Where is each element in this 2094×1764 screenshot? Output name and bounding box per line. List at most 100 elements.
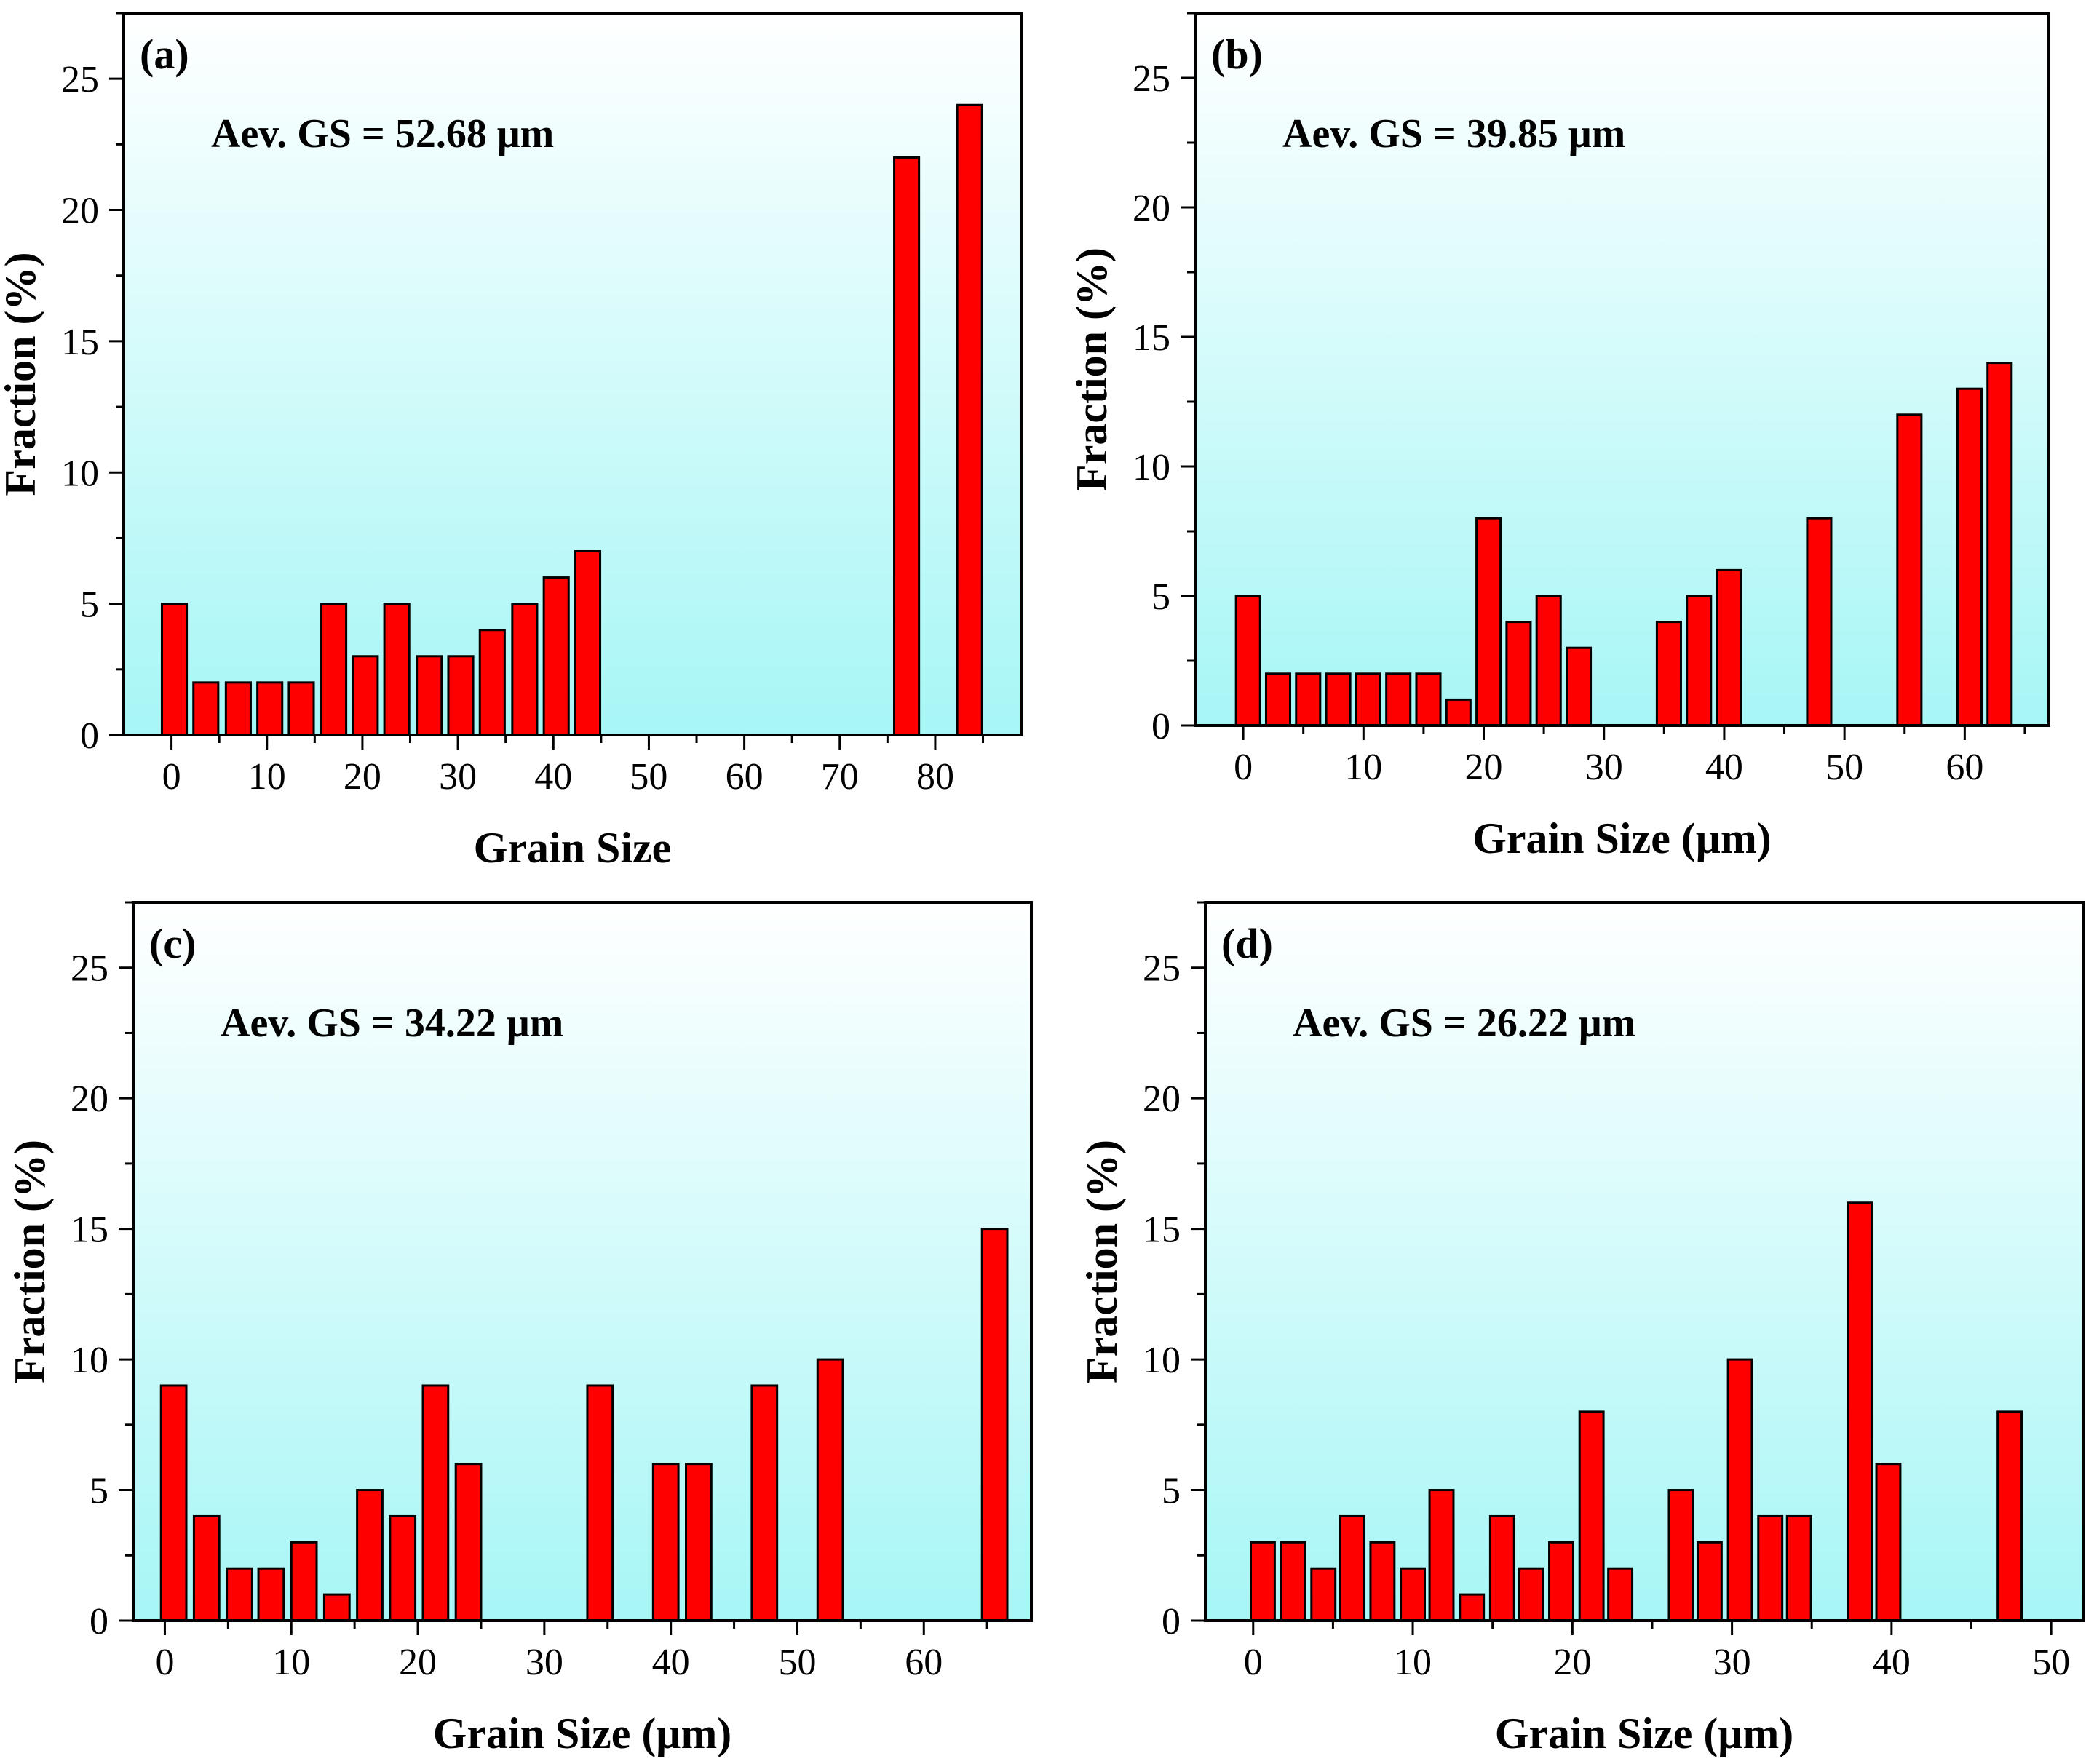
bar xyxy=(1459,1593,1486,1622)
bar xyxy=(224,681,252,736)
bar xyxy=(454,1463,483,1622)
bar xyxy=(542,576,570,736)
y-tick-label: 10 xyxy=(1133,447,1170,488)
x-tick-label: 60 xyxy=(726,756,764,798)
x-tick-label: 30 xyxy=(1585,747,1623,788)
average-grain-size-annotation: Aev. GS = 39.85 μm xyxy=(1282,111,1625,156)
bar xyxy=(1310,1567,1337,1622)
x-axis-title: Grain Size (μm) xyxy=(433,1709,732,1757)
bar xyxy=(1385,672,1412,727)
bar xyxy=(1566,646,1593,727)
bar xyxy=(290,1541,318,1622)
x-tick-label: 40 xyxy=(1705,747,1743,788)
bar xyxy=(287,681,315,736)
bar xyxy=(1726,1358,1753,1622)
bar xyxy=(980,1228,1009,1622)
bar xyxy=(1686,595,1713,727)
x-tick-label: 40 xyxy=(1873,1642,1911,1683)
y-axis-title: Fraction (%) xyxy=(1068,247,1116,491)
x-tick-label: 30 xyxy=(439,756,477,798)
y-tick-label: 5 xyxy=(1151,576,1170,618)
x-axis-title: Grain Size xyxy=(474,824,672,872)
x-axis-title: Grain Size (μm) xyxy=(1495,1709,1794,1757)
bar xyxy=(1956,387,1983,727)
y-tick-label: 10 xyxy=(1143,1340,1181,1381)
bar xyxy=(1234,595,1261,727)
bar xyxy=(1896,413,1923,727)
y-tick-label: 10 xyxy=(61,453,99,494)
bar xyxy=(511,603,539,736)
x-tick-label: 10 xyxy=(1394,1642,1432,1683)
x-tick-label: 10 xyxy=(248,756,286,798)
bar xyxy=(383,603,411,736)
panel-label: (b) xyxy=(1211,31,1263,78)
x-axis-title: Grain Size (μm) xyxy=(1472,814,1772,862)
y-tick-label: 10 xyxy=(71,1340,108,1381)
bar xyxy=(1806,517,1833,727)
average-grain-size-annotation: Aev. GS = 34.22 μm xyxy=(221,1001,563,1046)
bar-group xyxy=(1234,362,2013,727)
tick-group: 0 10 20 30 40 50 60 0 5 10 15 20 25 xyxy=(1133,12,2026,788)
x-tick-label: 40 xyxy=(652,1642,690,1683)
bar xyxy=(816,1358,844,1622)
y-tick-label: 0 xyxy=(80,715,99,757)
bar xyxy=(1785,1514,1812,1622)
y-tick-label: 25 xyxy=(61,59,99,100)
bar xyxy=(1445,698,1472,727)
bar xyxy=(1757,1514,1784,1622)
bar xyxy=(750,1384,779,1622)
bar xyxy=(352,655,379,736)
x-tick-label: 50 xyxy=(2032,1642,2070,1683)
bar-group xyxy=(1249,1201,2023,1622)
y-tick-label: 15 xyxy=(1143,1209,1181,1251)
bar xyxy=(956,103,983,736)
bar xyxy=(1667,1489,1694,1622)
y-tick-label: 25 xyxy=(71,948,108,990)
bar xyxy=(1355,672,1381,727)
bar xyxy=(421,1384,450,1622)
bar xyxy=(160,603,189,736)
x-tick-label: 30 xyxy=(1713,1642,1751,1683)
bar xyxy=(159,1384,188,1622)
bar xyxy=(1475,517,1502,727)
bar-group xyxy=(159,1228,1009,1622)
y-tick-label: 5 xyxy=(1162,1471,1181,1512)
x-tick-label: 0 xyxy=(1234,747,1253,788)
x-tick-label: 20 xyxy=(1465,747,1503,788)
x-tick-label: 10 xyxy=(272,1642,310,1683)
bar xyxy=(192,1514,221,1622)
bar xyxy=(1548,1541,1574,1622)
bar xyxy=(1655,621,1682,727)
bar xyxy=(256,681,284,736)
bar xyxy=(320,603,348,736)
y-tick-label: 15 xyxy=(61,322,99,363)
y-tick-label: 20 xyxy=(71,1078,108,1120)
x-tick-label: 0 xyxy=(155,1642,174,1683)
x-tick-label: 50 xyxy=(630,756,667,798)
bar xyxy=(893,156,921,736)
y-tick-label: 20 xyxy=(61,191,99,232)
y-axis-title: Fraction (%) xyxy=(1078,1140,1126,1383)
bar xyxy=(478,629,506,736)
bar xyxy=(1847,1201,1873,1622)
x-tick-label: 0 xyxy=(1244,1642,1263,1683)
tick-group: 0 10 20 30 40 50 60 70 80 0 5 10 15 20 25 xyxy=(61,12,985,798)
bar xyxy=(574,549,602,736)
x-tick-label: 30 xyxy=(526,1642,563,1683)
bar xyxy=(356,1489,384,1622)
bar xyxy=(1607,1567,1634,1622)
y-axis-title: Fraction (%) xyxy=(6,1140,54,1383)
x-tick-label: 60 xyxy=(905,1642,943,1683)
bar xyxy=(1535,595,1562,727)
bar xyxy=(1249,1541,1276,1622)
bar xyxy=(1518,1567,1544,1622)
panel-label: (a) xyxy=(140,31,189,78)
panel-label: (c) xyxy=(149,920,196,967)
y-tick-label: 20 xyxy=(1143,1078,1181,1120)
x-tick-label: 10 xyxy=(1344,747,1382,788)
x-tick-label: 0 xyxy=(162,756,181,798)
bar xyxy=(1339,1514,1365,1622)
x-tick-label: 40 xyxy=(534,756,572,798)
bar xyxy=(1295,672,1322,727)
bar xyxy=(1716,568,1742,727)
